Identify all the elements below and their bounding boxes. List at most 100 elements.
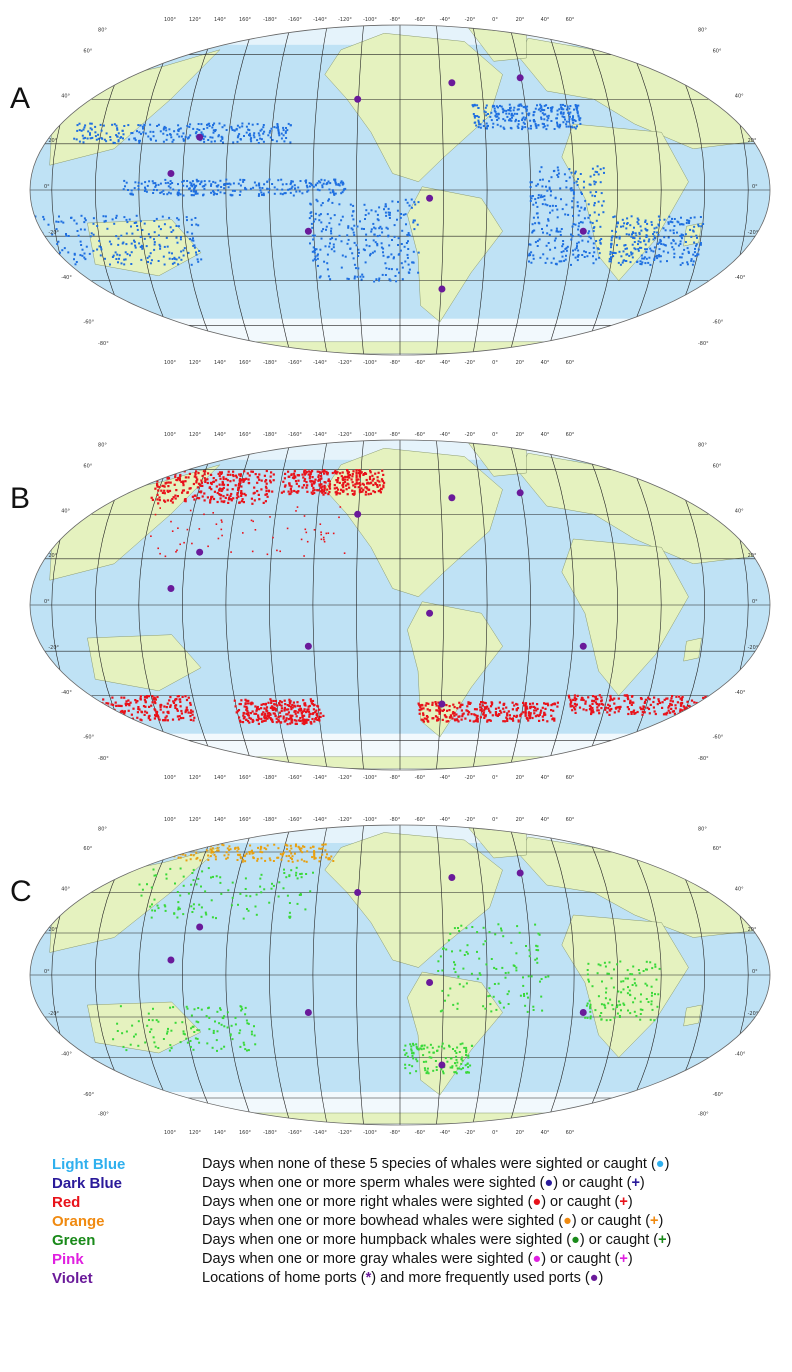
sighting-dot xyxy=(390,253,393,256)
sighting-dot xyxy=(404,1053,407,1056)
sighting-dot xyxy=(19,249,21,251)
legend-color-name: Red xyxy=(52,1194,81,1211)
sighting-dot xyxy=(260,479,263,482)
legend-color-name: Light Blue xyxy=(52,1156,126,1173)
longitude-label-bottom: -120° xyxy=(338,360,352,366)
sighting-dot xyxy=(577,115,580,118)
sighting-dot xyxy=(193,244,196,247)
sighting-dot xyxy=(467,701,470,704)
sighting-dot xyxy=(45,260,48,263)
sighting-dot xyxy=(593,211,596,214)
sighting-dot xyxy=(649,703,652,706)
sighting-dot xyxy=(266,187,269,190)
sighting-dot xyxy=(587,203,590,206)
sighting-dot xyxy=(466,952,469,955)
legend-row: Orange Days when one or more bowhead whal… xyxy=(0,1213,792,1231)
sighting-dot xyxy=(528,717,531,720)
sighting-dot xyxy=(182,1030,185,1033)
sighting-dot xyxy=(59,711,62,714)
sighting-dot xyxy=(341,254,344,257)
sighting-dot xyxy=(133,239,135,242)
sighting-dot xyxy=(315,198,318,201)
sighting-dot xyxy=(509,117,512,120)
sighting-dot xyxy=(537,932,540,935)
sighting-dot xyxy=(198,528,201,530)
sighting-dot xyxy=(56,705,59,708)
sighting-dot xyxy=(490,119,493,122)
sighting-dot xyxy=(104,219,107,222)
sighting-dot xyxy=(156,480,159,483)
sighting-dot xyxy=(244,698,247,701)
sighting-dot xyxy=(167,191,170,194)
sighting-dot xyxy=(517,123,520,126)
sighting-dot xyxy=(363,203,366,206)
sighting-dot xyxy=(632,1001,635,1004)
sighting-dot xyxy=(195,1020,198,1023)
sighting-dot xyxy=(200,481,203,484)
sighting-dot xyxy=(295,482,298,485)
sighting-dot xyxy=(507,710,510,713)
sighting-dot xyxy=(244,187,247,190)
sighting-dot xyxy=(218,471,222,474)
sighting-dot xyxy=(74,712,77,715)
sighting-dot xyxy=(338,234,341,237)
sighting-dot xyxy=(558,260,561,263)
sighting-dot xyxy=(531,716,534,720)
landmass xyxy=(87,634,202,692)
sighting-dot xyxy=(162,127,165,130)
sighting-dot xyxy=(167,481,170,484)
sighting-dot xyxy=(116,135,119,138)
sighting-dot xyxy=(699,242,702,244)
sighting-dot xyxy=(144,710,147,713)
sighting-dot xyxy=(189,134,192,137)
sighting-dot xyxy=(616,963,619,966)
sighting-dot xyxy=(191,845,194,848)
sighting-dot xyxy=(312,871,314,874)
sighting-dot xyxy=(198,497,201,500)
sighting-dot xyxy=(304,472,307,475)
sighting-dot xyxy=(534,222,537,225)
sighting-dot xyxy=(171,140,174,143)
sighting-dot xyxy=(589,237,592,240)
sighting-dot xyxy=(158,485,161,489)
sighting-dot xyxy=(222,1017,225,1020)
sighting-dot xyxy=(178,698,181,701)
legend-symbol: ● xyxy=(563,1213,572,1229)
sighting-dot xyxy=(622,1002,625,1005)
sighting-dot xyxy=(190,883,193,886)
sighting-dot xyxy=(167,485,170,488)
sighting-dot xyxy=(179,717,183,720)
sighting-dot xyxy=(305,531,308,534)
sighting-dot xyxy=(435,1066,438,1069)
sighting-dot xyxy=(272,712,275,715)
sighting-dot xyxy=(482,125,485,127)
sighting-dot xyxy=(453,927,456,930)
sighting-dot xyxy=(305,860,308,863)
latitude-label-right: 0° xyxy=(752,969,758,975)
latitude-label-left: -80° xyxy=(98,1112,109,1118)
sighting-dot xyxy=(14,221,16,223)
sighting-dot xyxy=(673,256,676,259)
sighting-dot xyxy=(536,205,539,208)
sighting-dot xyxy=(246,1022,249,1025)
sighting-dot xyxy=(359,275,362,278)
sighting-dot xyxy=(182,716,185,720)
sighting-dot xyxy=(532,705,535,708)
sighting-dot xyxy=(290,852,293,855)
sighting-dot xyxy=(280,178,283,181)
sighting-dot xyxy=(266,712,270,715)
sighting-dot xyxy=(645,251,648,254)
sighting-dot xyxy=(345,484,348,487)
sighting-dot xyxy=(534,198,537,201)
sighting-dot xyxy=(462,967,465,970)
sighting-dot xyxy=(136,225,139,227)
sighting-dot xyxy=(136,130,138,133)
sighting-dot xyxy=(186,709,189,712)
sighting-dot xyxy=(329,242,331,245)
sighting-dot xyxy=(272,536,274,539)
sighting-dot xyxy=(479,126,482,129)
sighting-dot xyxy=(422,707,425,710)
sighting-dot xyxy=(328,245,331,248)
sighting-dot xyxy=(497,923,500,926)
sighting-dot xyxy=(704,701,707,704)
